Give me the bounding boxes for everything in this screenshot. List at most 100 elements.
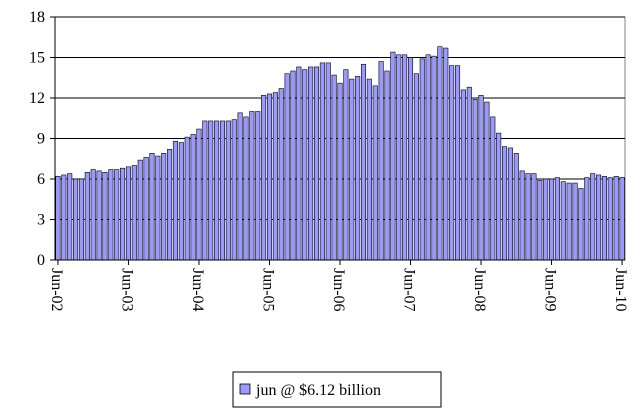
bar — [219, 120, 226, 261]
bar — [601, 176, 607, 261]
bar — [472, 99, 478, 261]
bar — [131, 165, 137, 261]
bar — [331, 74, 337, 261]
bar — [208, 120, 214, 261]
legend-label: jun @ $6.12 billion — [255, 382, 381, 399]
bar — [161, 153, 167, 261]
bar — [613, 176, 619, 261]
bar — [349, 78, 355, 261]
bar — [120, 167, 126, 261]
bar — [543, 178, 549, 261]
bar — [243, 116, 249, 261]
bar — [449, 65, 455, 261]
bar — [143, 157, 149, 261]
bar — [73, 178, 79, 261]
bar — [443, 47, 449, 261]
bar — [460, 89, 466, 261]
bar — [360, 63, 367, 261]
bar — [231, 119, 237, 261]
bar — [155, 155, 161, 261]
bar — [225, 120, 231, 261]
bar — [325, 62, 331, 261]
bar — [272, 92, 278, 261]
bar — [572, 182, 578, 261]
x-tick-label: Jun-04 — [189, 268, 206, 312]
bar — [490, 116, 496, 261]
bar — [237, 112, 243, 261]
bar — [596, 174, 602, 261]
bar — [337, 82, 343, 261]
bar — [196, 128, 202, 261]
bar — [190, 134, 196, 261]
x-tick-label: Jun-07 — [401, 268, 418, 312]
x-tick-label: Jun-03 — [118, 268, 135, 312]
bar — [125, 166, 131, 261]
bar — [355, 76, 361, 261]
bar — [384, 70, 390, 261]
bar — [67, 173, 73, 261]
x-tick-label: Jun-08 — [471, 268, 488, 312]
bar — [284, 73, 290, 261]
bar — [425, 54, 431, 261]
x-tick-label: Jun-10 — [612, 268, 629, 312]
bar — [366, 78, 372, 261]
x-tick-label: Jun-06 — [330, 268, 347, 312]
bar — [149, 153, 155, 261]
bar — [484, 101, 490, 261]
legend-box — [232, 371, 442, 408]
bar — [137, 159, 143, 261]
bar — [402, 54, 408, 261]
bar — [419, 58, 425, 261]
y-tick-label: 6 — [37, 171, 45, 188]
bar — [466, 86, 472, 261]
legend-swatch — [239, 383, 251, 395]
bar — [261, 95, 267, 261]
bar — [525, 173, 531, 261]
bar — [61, 174, 67, 261]
bar — [390, 51, 396, 261]
bar — [78, 178, 84, 261]
bar — [554, 177, 560, 261]
bar — [55, 176, 61, 261]
bar — [214, 120, 220, 261]
bar — [396, 54, 402, 261]
bar — [302, 69, 308, 261]
bar — [519, 170, 525, 261]
x-tick-label: Jun-09 — [542, 268, 559, 312]
bar — [437, 46, 443, 261]
y-tick-label: 3 — [37, 212, 45, 229]
bar — [202, 120, 208, 261]
bar — [343, 69, 349, 261]
bar — [513, 153, 519, 261]
bar — [372, 85, 378, 261]
bar — [278, 88, 284, 261]
y-tick-label: 12 — [29, 90, 45, 107]
bar — [308, 66, 314, 261]
bar — [502, 146, 508, 261]
bar — [102, 171, 108, 261]
bar — [507, 147, 513, 261]
bar — [249, 111, 255, 261]
bar — [167, 149, 173, 261]
bar — [90, 169, 96, 261]
bar — [496, 132, 502, 261]
bar — [531, 173, 537, 261]
bar — [537, 180, 543, 261]
bar — [590, 173, 596, 261]
bar — [108, 169, 114, 261]
bar — [454, 65, 461, 261]
bar — [184, 136, 190, 261]
bar — [296, 66, 302, 261]
y-tick-label: 18 — [29, 9, 45, 26]
bar — [114, 169, 120, 261]
bar — [566, 182, 572, 261]
bar — [560, 181, 566, 261]
bar — [313, 66, 320, 261]
bar — [378, 61, 384, 261]
y-tick-label: 9 — [37, 131, 45, 148]
bar — [84, 171, 90, 261]
bar — [319, 62, 325, 261]
x-tick-label: Jun-05 — [259, 268, 276, 312]
bar — [290, 70, 296, 261]
